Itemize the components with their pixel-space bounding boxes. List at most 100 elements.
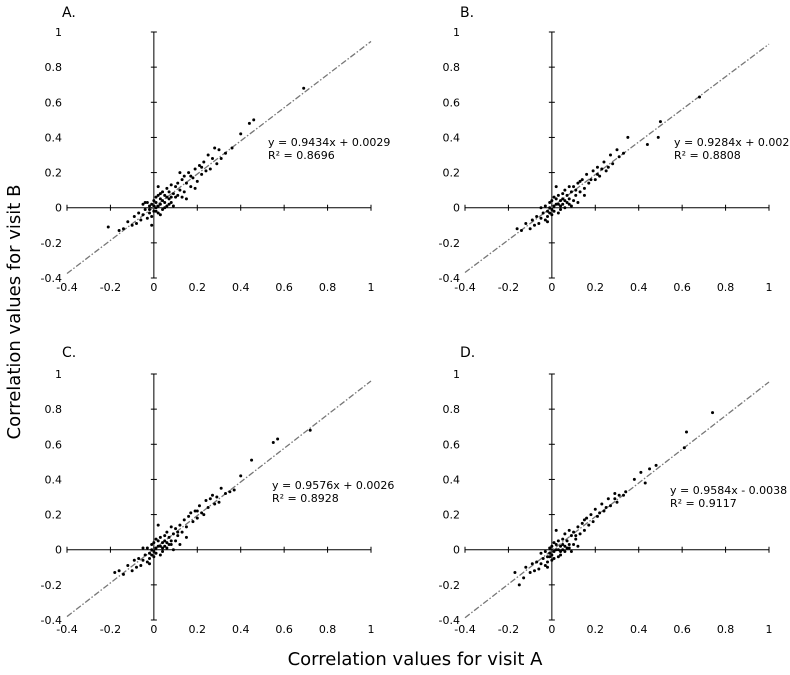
- data-point: [604, 169, 608, 173]
- data-point: [302, 86, 306, 90]
- panel-label: A.: [62, 5, 76, 21]
- data-point: [561, 537, 565, 541]
- data-point: [569, 190, 573, 194]
- data-point: [200, 172, 204, 176]
- data-point: [145, 560, 149, 564]
- data-point: [559, 549, 563, 553]
- data-point: [556, 539, 560, 543]
- y-tick-label: 0: [453, 544, 460, 557]
- data-point: [615, 148, 619, 152]
- data-point: [232, 488, 236, 492]
- data-point: [645, 142, 649, 146]
- data-point: [543, 549, 547, 553]
- data-point: [576, 525, 580, 529]
- data-point: [154, 206, 158, 210]
- data-point: [139, 218, 143, 222]
- data-point: [561, 202, 565, 206]
- data-point: [552, 541, 556, 545]
- y-tick-label: 0.8: [443, 61, 461, 74]
- y-tick-label: -0.4: [439, 272, 460, 285]
- y-tick-label: -0.4: [41, 272, 62, 285]
- data-point: [611, 162, 615, 166]
- data-point: [576, 544, 580, 548]
- data-point: [600, 167, 604, 171]
- data-point: [213, 146, 217, 150]
- data-point: [145, 216, 149, 220]
- data-point: [587, 523, 591, 527]
- data-point: [569, 549, 573, 553]
- data-point: [556, 211, 560, 215]
- data-point: [580, 521, 584, 525]
- data-point: [543, 204, 547, 208]
- regression-equation: y = 0.9284x + 0.0028: [674, 136, 790, 149]
- y-tick-label: -0.2: [439, 237, 460, 250]
- data-point: [308, 428, 312, 432]
- data-point: [156, 185, 160, 189]
- data-point: [178, 188, 182, 192]
- data-point: [137, 557, 141, 560]
- data-point: [184, 197, 188, 201]
- data-point: [171, 548, 175, 552]
- data-point: [193, 186, 197, 190]
- data-point: [158, 202, 162, 206]
- data-point: [167, 535, 171, 539]
- panel-label: D.: [460, 345, 475, 361]
- data-point: [561, 542, 565, 546]
- data-point: [148, 551, 152, 555]
- x-tick-label: 0: [150, 281, 157, 294]
- data-point: [593, 507, 597, 511]
- data-point: [561, 197, 565, 201]
- data-point: [617, 155, 621, 159]
- data-point: [546, 220, 550, 224]
- data-point: [522, 576, 526, 580]
- data-point: [604, 506, 608, 510]
- trendline: [464, 43, 770, 273]
- data-point: [615, 500, 619, 504]
- data-point: [156, 544, 160, 548]
- data-point: [189, 185, 193, 189]
- regression-equation: y = 0.9576x + 0.0026: [272, 479, 394, 492]
- data-point: [187, 514, 191, 518]
- data-point: [163, 534, 167, 538]
- data-point: [158, 553, 162, 557]
- x-tick-label: 0.2: [189, 623, 207, 636]
- data-point: [163, 193, 167, 197]
- data-point: [121, 227, 125, 231]
- data-point: [169, 542, 173, 546]
- scatter-panel-2: -0.4 -0.2 0 0.2 0.4 0.6 0.8 1 -0.4 -0.2 0 0.2 0.4 0.6…: [439, 5, 790, 294]
- data-point: [184, 535, 188, 539]
- data-point: [178, 171, 182, 175]
- data-point: [158, 535, 162, 539]
- data-point: [563, 532, 567, 536]
- data-point: [656, 135, 660, 139]
- data-point: [134, 565, 138, 569]
- x-tick-label: 0.8: [717, 623, 735, 636]
- x-axis-title: Correlation values for visit A: [288, 649, 544, 670]
- data-point: [572, 185, 576, 189]
- data-point: [169, 183, 173, 187]
- data-point: [524, 222, 528, 226]
- y-tick-label: 1: [453, 368, 460, 381]
- y-tick-label: 0: [55, 544, 62, 557]
- data-point: [176, 530, 180, 534]
- data-point: [556, 193, 560, 197]
- data-point: [154, 195, 158, 199]
- data-point: [152, 555, 156, 559]
- data-point: [171, 192, 175, 196]
- data-point: [106, 225, 110, 229]
- data-point: [578, 179, 582, 183]
- data-point: [169, 195, 173, 199]
- data-point: [176, 181, 180, 185]
- y-tick-label: 0.2: [45, 509, 63, 522]
- data-point: [561, 192, 565, 196]
- data-point: [548, 206, 552, 210]
- data-point: [576, 181, 580, 185]
- data-point: [572, 542, 576, 546]
- data-point: [622, 151, 626, 155]
- data-point: [158, 213, 162, 217]
- data-point: [165, 195, 169, 199]
- data-point: [528, 571, 532, 575]
- data-point: [585, 516, 589, 520]
- data-point: [574, 537, 578, 541]
